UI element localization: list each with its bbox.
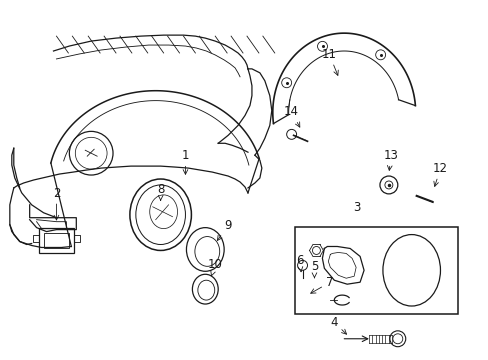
Text: 14: 14 — [284, 105, 299, 127]
Text: 10: 10 — [207, 258, 222, 276]
Text: 3: 3 — [353, 201, 360, 214]
Bar — [294, 227, 457, 314]
Text: 4: 4 — [330, 316, 346, 334]
Text: 8: 8 — [157, 183, 164, 200]
Bar — [39, 228, 74, 253]
Text: 9: 9 — [217, 219, 231, 240]
Text: 7: 7 — [310, 276, 332, 293]
Bar — [43, 233, 69, 248]
Text: 6: 6 — [295, 254, 303, 272]
Text: 12: 12 — [432, 162, 447, 186]
Text: 1: 1 — [182, 149, 189, 174]
Text: 11: 11 — [321, 48, 338, 75]
Text: 5: 5 — [310, 260, 318, 278]
Text: 2: 2 — [53, 187, 60, 220]
Text: 13: 13 — [383, 149, 398, 170]
